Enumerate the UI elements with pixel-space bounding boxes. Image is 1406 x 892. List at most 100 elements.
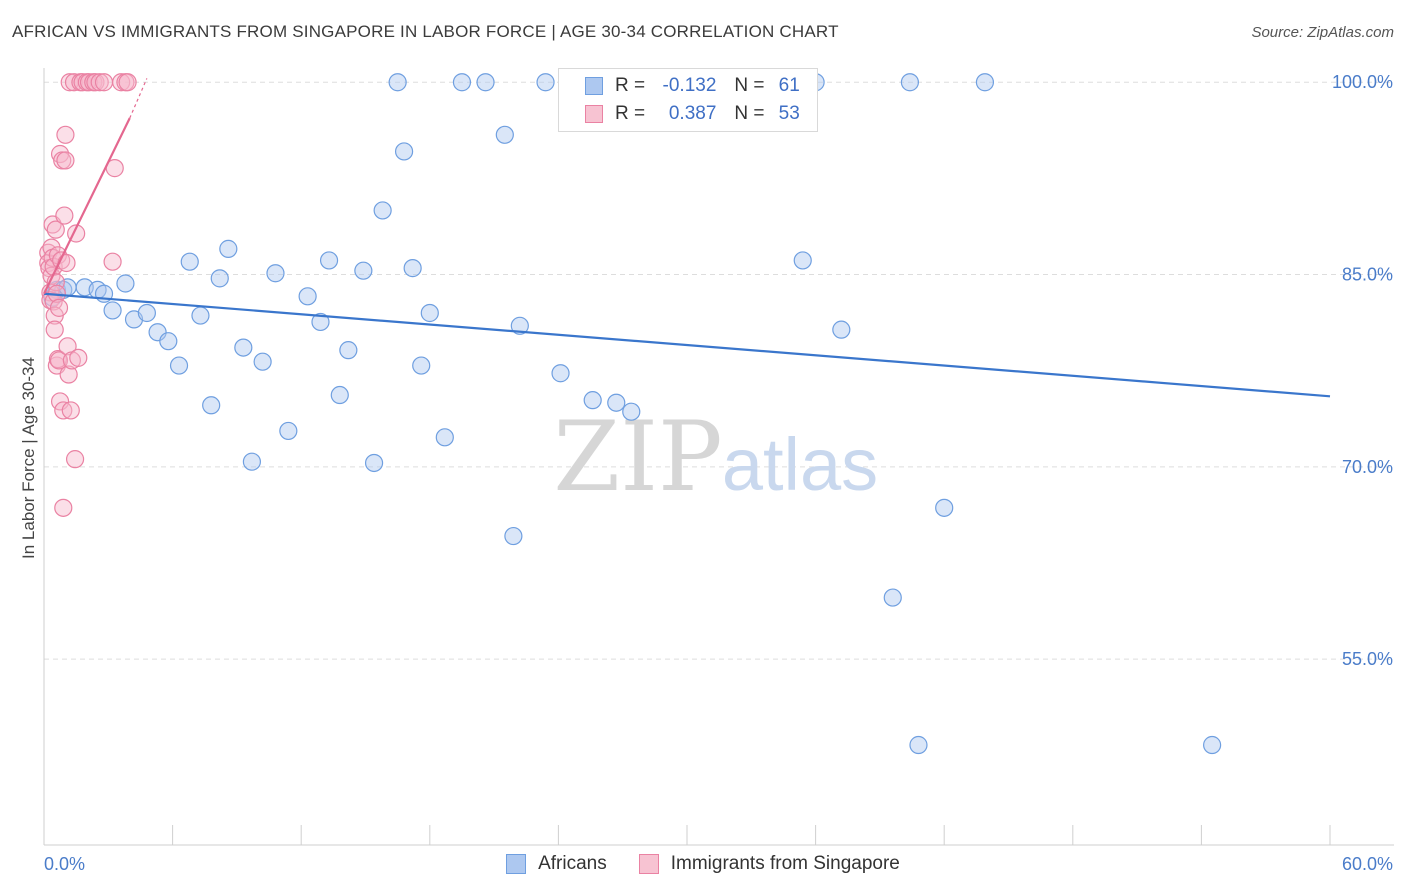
trend-lines [43, 78, 1331, 398]
legend-label-africans: Africans [538, 853, 607, 874]
africans-point [420, 303, 439, 323]
africans-point [622, 402, 641, 421]
singapore-point [90, 73, 109, 92]
source-label: Source: ZipAtlas.com [1251, 24, 1394, 41]
legend-row-singapore: R = 0.387 N = 53 [585, 100, 800, 128]
singapore-trend-extension [129, 78, 148, 119]
africans-point [607, 393, 626, 412]
singapore-point [56, 125, 75, 144]
y-axis-label: In Labor Force | Age 30-34 [19, 357, 38, 559]
singapore-point [69, 348, 88, 367]
legend-r-value: -0.132 [662, 75, 717, 96]
africans-point [373, 201, 392, 220]
africans-point [403, 259, 422, 278]
africans-point [476, 73, 495, 92]
singapore-point [49, 351, 69, 370]
africans-point [909, 735, 928, 755]
africans-point [159, 332, 178, 351]
africans-point [180, 252, 199, 271]
singapore-point [58, 337, 77, 356]
africans-point [219, 239, 238, 258]
africans-point [298, 287, 317, 306]
y-tick-label: 100.0% [1332, 72, 1393, 92]
africans-point [191, 306, 210, 325]
x-tick-label: 0.0% [44, 854, 85, 874]
africans-point [339, 341, 358, 360]
y-tick-label: 55.0% [1342, 649, 1393, 669]
singapore-point [56, 151, 75, 170]
singapore-point [54, 498, 73, 517]
singapore-point [103, 252, 122, 271]
legend-n-value: 53 [778, 103, 800, 124]
axes [43, 68, 1394, 846]
africans-legend-icon [506, 854, 527, 874]
africans-point [330, 385, 349, 405]
singapore-point [112, 73, 131, 92]
africans-point [435, 428, 454, 447]
africans-point [394, 142, 414, 161]
legend-r-label: R = [615, 75, 646, 96]
singapore-point [55, 206, 74, 225]
series-singapore [39, 73, 137, 517]
africans-point [311, 312, 330, 332]
correlation-legend: R = -0.132 N = 61 R = 0.387 N = 53 [558, 68, 818, 132]
x-tick-label: 60.0% [1342, 854, 1393, 874]
singapore-point [118, 73, 137, 92]
africans-point [975, 73, 995, 92]
africans-point [234, 338, 253, 357]
africans-point [900, 73, 920, 92]
africans-point [452, 73, 472, 92]
africans-point [510, 316, 529, 335]
africans-point [202, 396, 221, 415]
watermark-atlas: atlas [722, 423, 878, 506]
singapore-point [45, 320, 64, 339]
series-africans [43, 73, 1222, 755]
africans-point [536, 73, 555, 92]
singapore-point [54, 401, 73, 420]
africans-point [1203, 735, 1222, 755]
africans-point [279, 421, 298, 441]
legend-n-label: N = [734, 75, 765, 96]
africans-point [169, 356, 189, 375]
africans-point [364, 453, 384, 473]
legend-item-africans[interactable]: Africans [506, 853, 607, 875]
y-tick-labels: 55.0% 70.0% 85.0% 100.0% [1332, 72, 1393, 669]
singapore-point [57, 253, 76, 273]
africans-point [319, 251, 339, 270]
y-tick-label: 70.0% [1342, 457, 1393, 477]
singapore-legend-icon [638, 854, 659, 874]
africans-point [832, 320, 851, 339]
africans-point [583, 391, 602, 410]
africans-point [242, 452, 262, 471]
singapore-trend-line [43, 117, 131, 295]
africans-point [116, 274, 135, 293]
legend-item-singapore[interactable]: Immigrants from Singapore [638, 853, 900, 875]
singapore-point [61, 401, 80, 420]
watermark-zip: ZIP [553, 401, 722, 513]
africans-point [354, 261, 373, 280]
africans-point [103, 301, 122, 320]
x-tick-labels: 0.0% 60.0% [44, 854, 1393, 874]
chart-title: AFRICAN VS IMMIGRANTS FROM SINGAPORE IN … [12, 22, 839, 41]
africans-point [253, 352, 272, 371]
legend-label-singapore: Immigrants from Singapore [670, 853, 900, 874]
africans-swatch-icon [585, 77, 603, 95]
singapore-swatch-icon [585, 105, 603, 123]
africans-point [210, 269, 229, 288]
singapore-point [48, 350, 68, 369]
series-legend: Africans Immigrants from Singapore [0, 853, 1406, 875]
legend-row-africans: R = -0.132 N = 61 [585, 72, 800, 100]
legend-r-value: 0.387 [668, 103, 717, 124]
singapore-point [65, 450, 85, 469]
legend-n-label: N = [734, 103, 765, 124]
singapore-point [59, 365, 78, 384]
africans-point [504, 526, 523, 546]
africans-trend-line [43, 292, 1331, 398]
legend-r-label: R = [615, 103, 646, 124]
africans-point [551, 364, 570, 383]
africans-point [388, 73, 407, 92]
africans-point [793, 251, 812, 270]
singapore-point [46, 220, 65, 239]
grid-lines [44, 81, 1394, 660]
